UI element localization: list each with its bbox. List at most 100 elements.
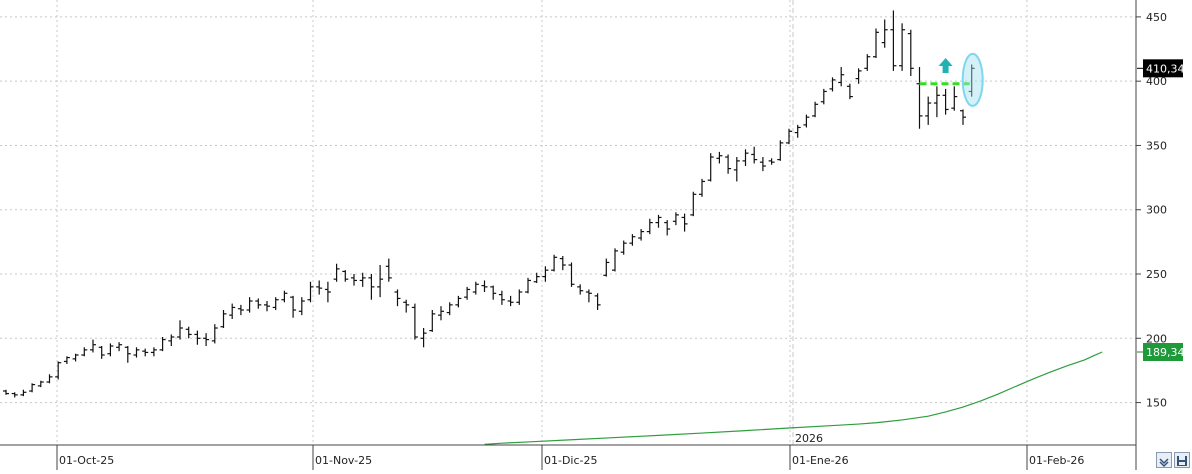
ohlc-bar bbox=[759, 157, 766, 172]
grid bbox=[0, 0, 1136, 445]
ohlc-bar bbox=[98, 346, 105, 359]
expand-icon[interactable] bbox=[1156, 452, 1172, 468]
year-label: 2026 bbox=[795, 432, 823, 445]
ohlc-bar bbox=[229, 303, 236, 320]
ohlc-bar bbox=[411, 303, 418, 340]
ohlc-bar bbox=[655, 214, 662, 228]
ohlc-bar bbox=[820, 88, 827, 105]
ohlc-bar bbox=[264, 301, 270, 312]
ohlc-bar bbox=[620, 240, 627, 255]
ma-badge: 189,34 bbox=[1146, 346, 1185, 359]
ohlc-bar bbox=[481, 280, 488, 293]
ohlc-bar bbox=[846, 83, 853, 100]
ohlc-bar bbox=[403, 299, 410, 313]
ohlc-bar bbox=[290, 295, 297, 318]
ohlc-bar bbox=[177, 320, 183, 340]
ohlc-bar bbox=[203, 333, 210, 347]
y-tick-label: 200 bbox=[1146, 332, 1167, 345]
ohlc-bar bbox=[498, 290, 505, 305]
ohlc-bar bbox=[568, 262, 575, 287]
ohlc-bar bbox=[316, 280, 323, 295]
ohlc-bar bbox=[942, 88, 949, 115]
ohlc-bar bbox=[420, 328, 427, 348]
ohlc-bar bbox=[255, 298, 262, 309]
ohlc-bar bbox=[185, 326, 192, 339]
ohlc-bar bbox=[907, 29, 914, 77]
ohlc-bar bbox=[281, 290, 288, 303]
ohlc-bar bbox=[472, 281, 479, 295]
ohlc-bar bbox=[142, 348, 149, 357]
x-tick-label: 01-Nov-25 bbox=[315, 454, 372, 467]
ohlc-bar bbox=[777, 140, 784, 161]
ohlc-bar bbox=[124, 346, 131, 363]
ohlc-bar bbox=[46, 374, 53, 384]
ohlc-bar bbox=[72, 353, 79, 362]
ohlc-bar bbox=[812, 101, 819, 118]
ohlc-bar bbox=[525, 277, 531, 294]
x-tick-label: 01-Oct-25 bbox=[59, 454, 114, 467]
ohlc-bar bbox=[873, 28, 879, 59]
ohlc-bar bbox=[742, 149, 749, 167]
ohlc-bar bbox=[351, 274, 357, 286]
ohlc-bar bbox=[63, 356, 70, 365]
ohlc-bar bbox=[559, 256, 566, 271]
ohlc-bar bbox=[829, 77, 836, 92]
y-tick-label: 150 bbox=[1146, 397, 1167, 410]
ohlc-bar bbox=[794, 124, 801, 138]
ohlc-bar bbox=[960, 109, 966, 125]
ohlc-bar bbox=[681, 213, 688, 232]
ohlc-bar bbox=[638, 229, 645, 241]
ohlc-bar bbox=[168, 334, 175, 347]
ohlc-bar bbox=[507, 295, 514, 307]
y-tick-label: 350 bbox=[1146, 139, 1167, 152]
ohlc-bar bbox=[690, 191, 697, 217]
ohlc-bar bbox=[585, 289, 592, 303]
ohlc-bar bbox=[3, 389, 9, 395]
ohlc-bar bbox=[55, 361, 62, 380]
ohlc-bar bbox=[890, 10, 897, 71]
ohlc-bar bbox=[725, 154, 732, 174]
ohlc-bar bbox=[438, 306, 444, 321]
ohlc-bar bbox=[81, 347, 88, 357]
ohlc-bar bbox=[490, 285, 497, 300]
ohlc-bar bbox=[968, 64, 975, 97]
ohlc-bar bbox=[324, 281, 331, 303]
x-tick-label: 01-Ene-26 bbox=[792, 454, 849, 467]
save-icon[interactable] bbox=[1174, 452, 1190, 468]
ohlc-bar bbox=[672, 212, 679, 226]
ohlc-bar bbox=[394, 289, 401, 307]
y-tick-label: 400 bbox=[1146, 75, 1167, 88]
ohlc-bar bbox=[916, 67, 923, 129]
ohlc-bar bbox=[803, 114, 810, 128]
ohlc-bar bbox=[20, 389, 27, 397]
ohlc-bar bbox=[342, 270, 349, 282]
ohlc-bar bbox=[150, 347, 157, 357]
y-tick-label: 250 bbox=[1146, 268, 1167, 281]
ohlc-bar bbox=[594, 293, 601, 311]
ohlc-bar bbox=[455, 295, 462, 308]
ohlc-bar bbox=[612, 248, 618, 272]
ohlc-bar bbox=[272, 297, 279, 311]
ohlc-bar bbox=[516, 289, 523, 305]
ohlc-bar bbox=[551, 254, 558, 272]
ohlc-bar bbox=[855, 68, 862, 84]
ohlc-bar bbox=[159, 337, 166, 352]
ohlc-bar bbox=[542, 266, 549, 282]
ohlc-bar bbox=[933, 86, 940, 118]
ohlc-bar bbox=[11, 392, 18, 398]
moving-average bbox=[484, 351, 1103, 445]
ohlc-bar bbox=[107, 343, 114, 357]
ohlc-bar bbox=[307, 281, 314, 303]
ohlc-bar bbox=[838, 67, 845, 87]
ohlc-bar bbox=[577, 284, 584, 295]
ohlc-bar bbox=[664, 220, 671, 236]
ohlc-bar bbox=[377, 265, 384, 298]
ohlc-bar bbox=[116, 342, 123, 352]
ohlc-bar bbox=[733, 157, 740, 182]
y-tick-label: 450 bbox=[1146, 11, 1167, 24]
ohlc-bar bbox=[211, 324, 218, 344]
breakout-arrow bbox=[938, 58, 953, 74]
